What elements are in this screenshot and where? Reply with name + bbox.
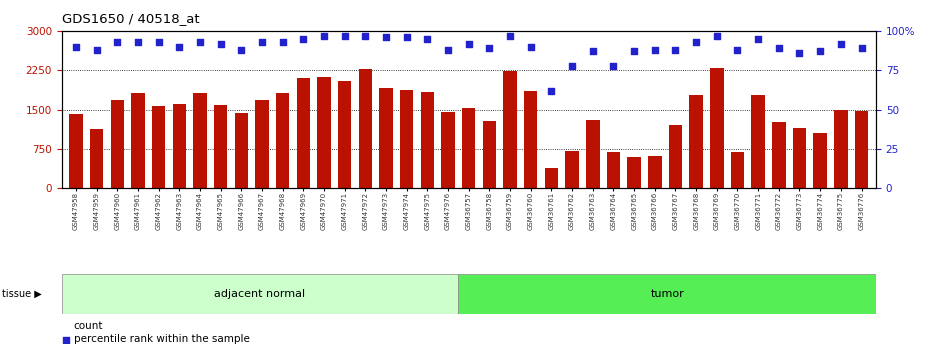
Bar: [338, 81, 351, 188]
Point: [440, 47, 456, 53]
Point: [89, 47, 104, 53]
Bar: [152, 106, 166, 188]
Bar: [545, 168, 558, 188]
Point: [337, 33, 352, 39]
Bar: [69, 114, 82, 188]
Bar: [834, 110, 848, 188]
Point: [461, 41, 476, 46]
Point: [771, 46, 786, 51]
Bar: [648, 156, 662, 188]
Point: [627, 49, 642, 54]
Point: [482, 46, 497, 51]
Bar: [689, 95, 703, 188]
Point: [668, 47, 683, 53]
Point: [213, 41, 228, 46]
Point: [647, 47, 662, 53]
Bar: [317, 77, 331, 188]
Text: GDS1650 / 40518_at: GDS1650 / 40518_at: [62, 12, 199, 25]
Bar: [276, 93, 290, 188]
Text: tumor: tumor: [651, 289, 684, 299]
Point: [833, 41, 849, 46]
Bar: [111, 100, 124, 188]
Bar: [400, 90, 414, 188]
Point: [110, 39, 125, 45]
Point: [585, 49, 600, 54]
Bar: [586, 120, 599, 188]
Bar: [772, 122, 786, 188]
Point: [234, 47, 249, 53]
Bar: [628, 157, 641, 188]
Point: [688, 39, 704, 45]
Point: [813, 49, 828, 54]
Point: [503, 33, 518, 39]
Point: [709, 33, 724, 39]
Point: [606, 63, 621, 68]
Bar: [172, 104, 187, 188]
Point: [192, 39, 207, 45]
Point: [854, 46, 869, 51]
Point: [379, 34, 394, 40]
Bar: [420, 92, 434, 188]
Bar: [193, 93, 206, 188]
Bar: [751, 95, 765, 188]
Text: tissue ▶: tissue ▶: [2, 289, 42, 299]
Point: [131, 39, 146, 45]
Point: [751, 36, 766, 42]
Bar: [235, 113, 248, 188]
Point: [400, 34, 415, 40]
Text: percentile rank within the sample: percentile rank within the sample: [74, 334, 250, 344]
Bar: [524, 91, 538, 188]
Bar: [504, 71, 517, 188]
Point: [316, 33, 331, 39]
Bar: [380, 88, 393, 188]
Bar: [256, 100, 269, 188]
Point: [171, 44, 187, 49]
Point: [276, 39, 291, 45]
Point: [255, 39, 270, 45]
Bar: [62, 274, 458, 314]
Bar: [214, 105, 227, 188]
Point: [358, 33, 373, 39]
Text: count: count: [74, 321, 103, 331]
Bar: [607, 152, 620, 188]
Bar: [132, 93, 145, 188]
Bar: [565, 151, 579, 188]
Point: [730, 47, 745, 53]
Point: [152, 39, 167, 45]
Bar: [669, 125, 682, 188]
Bar: [441, 112, 455, 188]
Bar: [462, 108, 475, 188]
Point: [68, 44, 83, 49]
Bar: [296, 78, 310, 188]
Point: [792, 50, 807, 56]
Point: [523, 44, 538, 49]
Text: adjacent normal: adjacent normal: [214, 289, 306, 299]
Point: [544, 88, 559, 93]
Bar: [90, 129, 103, 188]
Bar: [483, 121, 496, 188]
Bar: [855, 111, 868, 188]
Bar: [813, 132, 827, 188]
Bar: [710, 68, 724, 188]
Point: [101, 306, 116, 311]
Point: [295, 36, 311, 42]
Bar: [793, 128, 806, 188]
Bar: [458, 274, 876, 314]
Point: [420, 36, 435, 42]
Bar: [731, 152, 744, 188]
Point: [564, 63, 580, 68]
Bar: [359, 69, 372, 188]
